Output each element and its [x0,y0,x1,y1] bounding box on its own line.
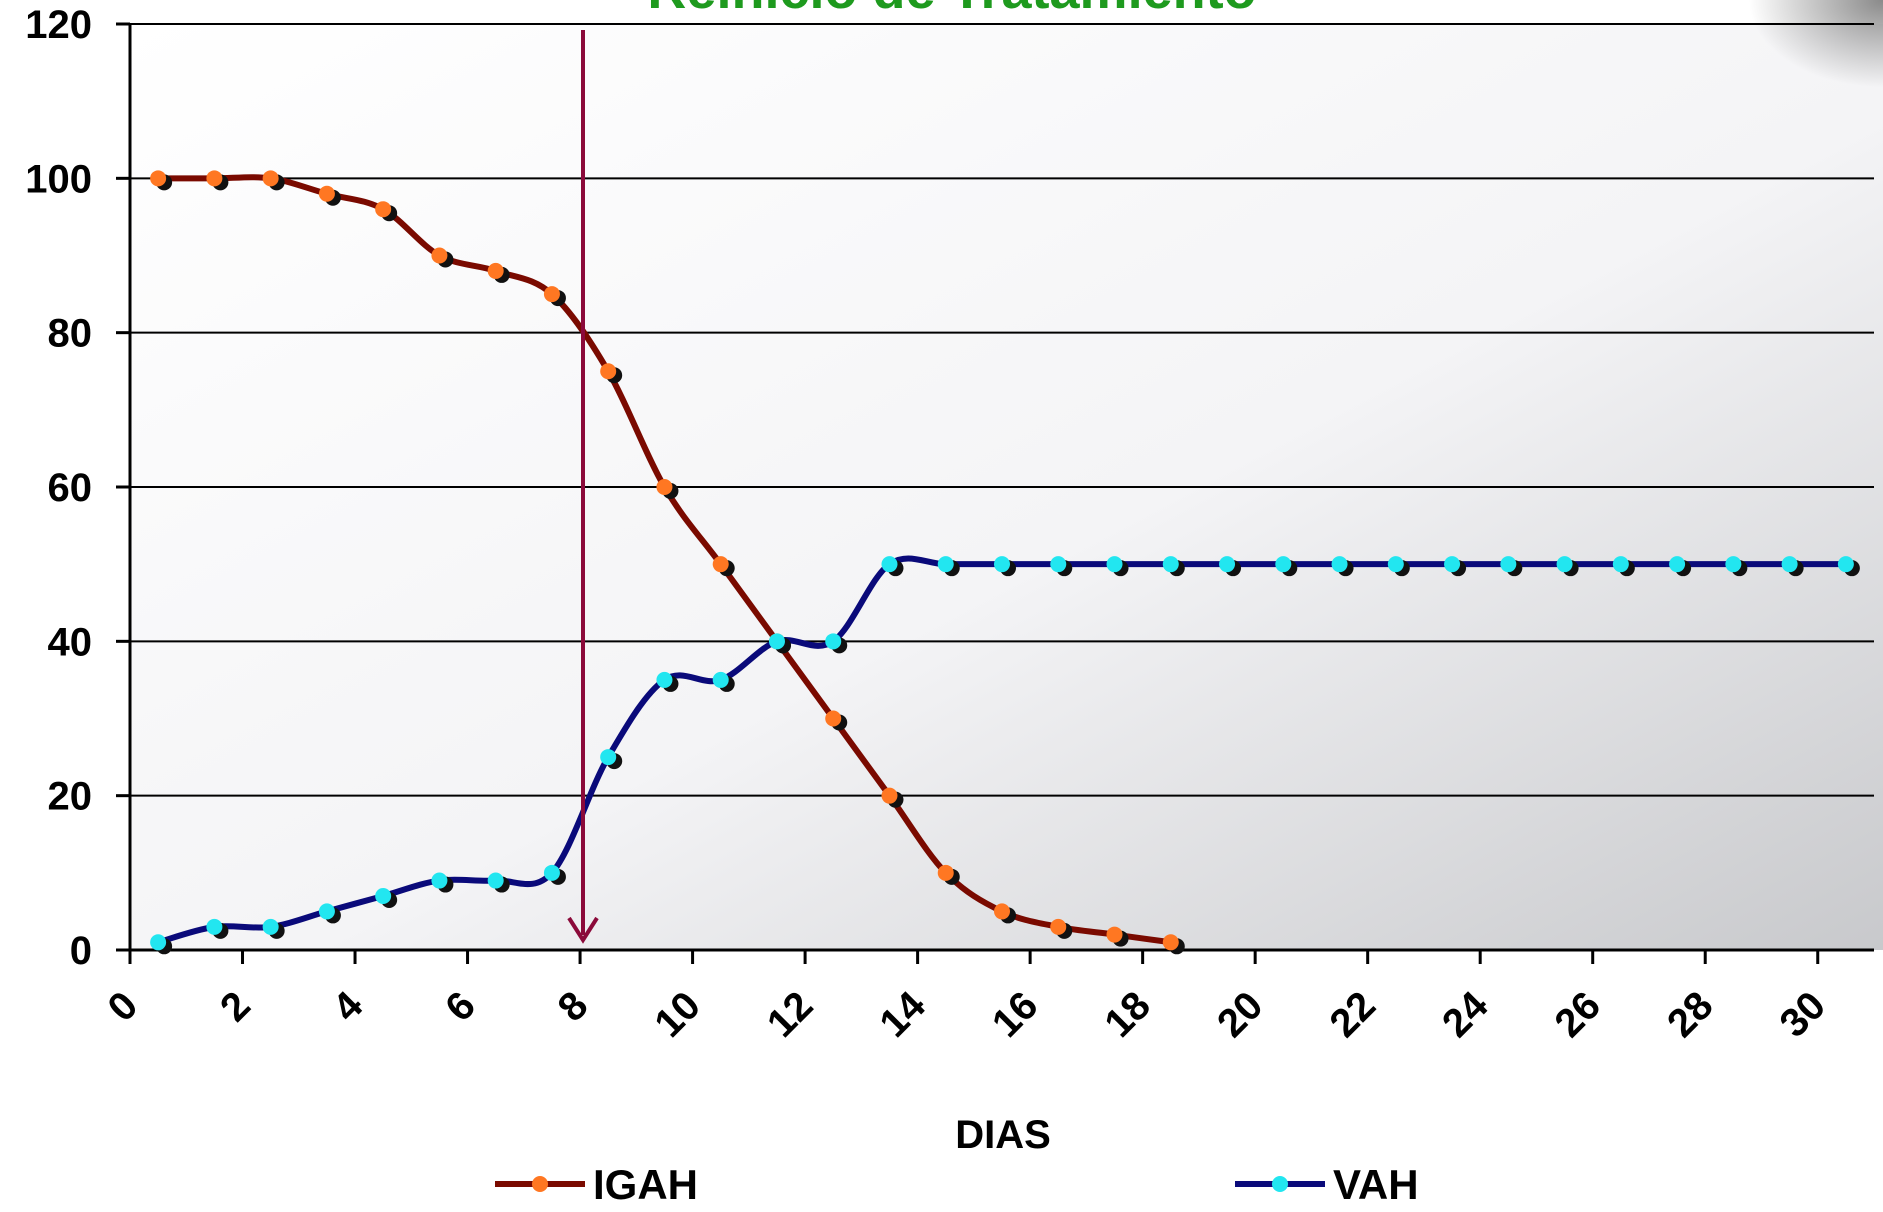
marker [375,201,392,218]
legend-label: VAH [1333,1161,1419,1207]
marker [881,787,898,804]
marker [1331,556,1348,573]
marker [318,185,335,202]
marker [150,170,167,187]
annotation-arrow-head [567,916,599,944]
marker [937,556,954,573]
y-tick-label: 20 [48,775,93,819]
marker [1612,556,1629,573]
marker [600,749,617,766]
marker [1837,556,1854,573]
marker [487,872,504,889]
marker [1444,556,1461,573]
marker [1050,556,1067,573]
y-tick-label: 60 [48,466,93,510]
y-tick-label: 120 [25,3,92,47]
marker [487,262,504,279]
marker [825,633,842,650]
legend-marker [1272,1176,1288,1192]
marker [1106,926,1123,943]
marker [768,633,785,650]
marker [994,556,1010,573]
marker [1725,556,1742,573]
marker [994,903,1010,920]
marker [712,556,729,573]
marker [543,286,560,303]
marker [1050,918,1067,935]
marker [543,864,560,881]
marker [1106,556,1123,573]
marker [206,918,223,935]
marker [656,479,673,495]
marker [1556,556,1573,573]
legend-label: IGAH [593,1161,698,1207]
marker [431,247,448,264]
y-tick-label: 0 [70,929,92,973]
legend-marker [532,1176,548,1192]
marker [150,934,167,951]
marker [881,556,898,573]
marker [1219,556,1236,573]
marker [1781,556,1798,573]
corner-shade [1500,0,1883,250]
y-tick-label: 100 [25,157,92,201]
y-tick-label: 40 [48,620,93,664]
marker [1162,556,1179,573]
marker [1500,556,1517,573]
marker [1162,934,1179,951]
marker [431,872,448,889]
legend: IGAH VAH [495,1161,1419,1208]
marker [375,887,392,904]
marker [937,864,954,881]
marker [1387,556,1404,573]
marker [318,903,335,920]
marker [262,918,279,935]
series [150,170,1860,955]
chart-title: Reinicio de Tratamiento [647,0,1256,20]
marker [656,671,673,688]
marker [600,363,617,380]
marker [262,170,279,187]
marker [712,671,729,688]
x-axis-label: DIAS [955,1113,1051,1157]
y-tick-label: 80 [48,312,93,356]
marker [1669,556,1686,573]
marker [206,170,223,187]
marker [1275,556,1292,573]
marker [825,710,842,727]
